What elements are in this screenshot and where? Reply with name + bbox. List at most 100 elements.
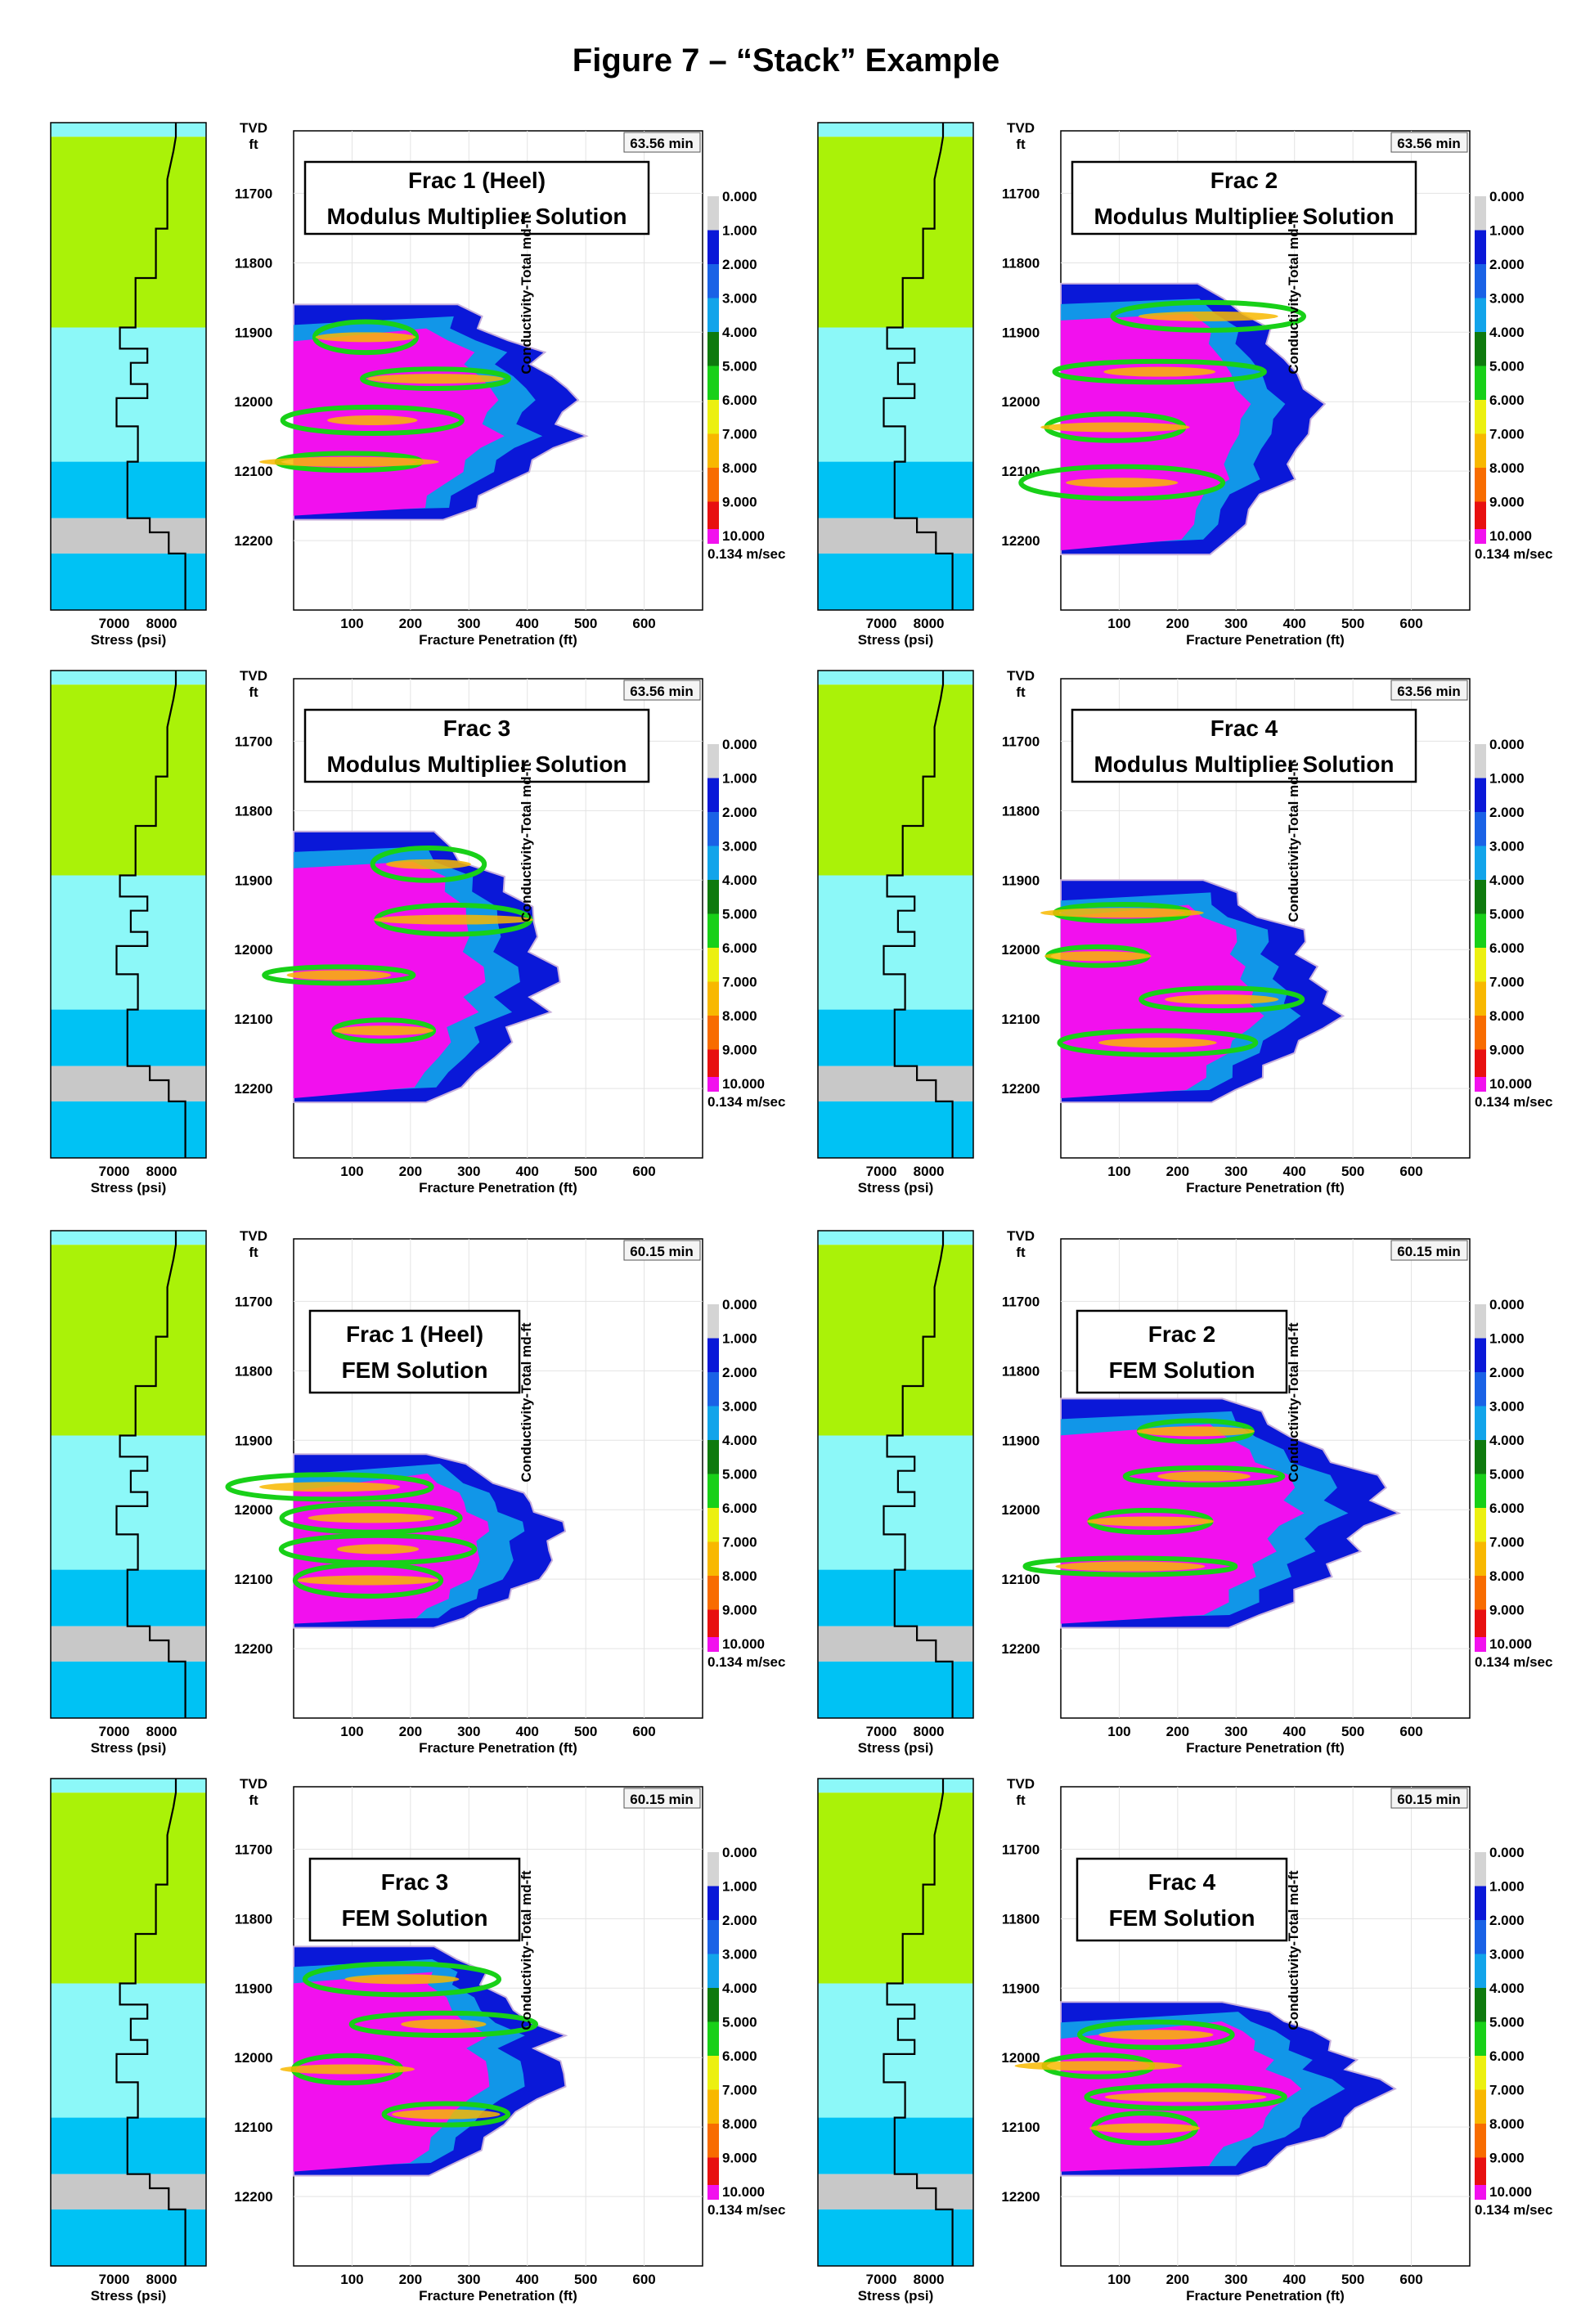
lithology-zone: [818, 123, 973, 137]
legend-value-label: 3.000: [1489, 839, 1525, 855]
legend-swatch: [1475, 1954, 1486, 1988]
legend-value-label: 6.000: [722, 1501, 757, 1516]
legend-swatch: [1475, 1541, 1486, 1576]
lithology-zone: [51, 1983, 206, 2118]
legend-value-label: 10.000: [1489, 528, 1532, 544]
tvd-label: TVD: [1007, 1228, 1035, 1244]
legend-swatch: [1475, 1609, 1486, 1644]
stress-tick-label: 7000: [99, 616, 130, 631]
legend-value-label: 6.000: [722, 2048, 757, 2064]
legend-value-label: 4.000: [722, 1433, 757, 1448]
panel-subtitle: Modulus Multiplier Solution: [1094, 751, 1394, 777]
lithology-zone: [818, 1792, 973, 1984]
legend-swatch: [1475, 1637, 1486, 1652]
x-tick-label: 600: [632, 2272, 655, 2287]
depth-tick-label: 12100: [1001, 1572, 1040, 1587]
depth-tick-label: 12000: [234, 1502, 272, 1518]
stress-tick-label: 7000: [866, 2272, 897, 2287]
x-tick-label: 600: [1399, 1164, 1422, 1179]
depth-tick-label: 12000: [1001, 1502, 1040, 1518]
legend-value-label: 6.000: [1489, 1501, 1525, 1516]
x-axis-label: Fracture Penetration (ft): [419, 2288, 577, 2304]
tvd-label: TVD: [240, 1776, 267, 1792]
depth-tick-label: 11900: [235, 1981, 272, 1996]
x-tick-label: 100: [340, 1164, 363, 1179]
tvd-unit-label: ft: [1016, 684, 1026, 700]
contour-band: [286, 970, 392, 980]
contour-band: [225, 1472, 434, 1502]
stress-profile-line: [883, 671, 954, 1158]
lithology-zone: [51, 1779, 206, 1793]
contour-band: [392, 2109, 501, 2120]
contour-band: [308, 1513, 434, 1523]
legend-swatch: [1475, 1406, 1486, 1440]
x-tick-label: 100: [1107, 1724, 1130, 1739]
legend-value-label: 4.000: [1489, 873, 1525, 888]
x-axis-label: Fracture Penetration (ft): [419, 1180, 577, 1196]
legend-swatch: [1475, 1372, 1486, 1407]
legend-swatch: [707, 981, 719, 1016]
legend-swatch: [1475, 846, 1486, 880]
legend-value-label: 0.000: [1489, 1297, 1525, 1312]
x-tick-label: 200: [1166, 1724, 1189, 1739]
tvd-unit-label: ft: [249, 684, 258, 700]
stress-profile-line: [883, 123, 954, 610]
legend-swatch: [1475, 264, 1486, 298]
time-box: [1390, 680, 1468, 701]
x-tick-label: 600: [632, 1164, 655, 1179]
x-tick-label: 600: [1399, 616, 1422, 631]
lithology-zone: [51, 1066, 206, 1101]
legend-swatch: [1475, 298, 1486, 332]
legend-value-label: 4.000: [722, 325, 757, 340]
legend-unit-label: 0.134 m/sec: [1475, 1654, 1552, 1670]
time-box: [623, 1788, 701, 1809]
lithology-zone: [51, 123, 206, 137]
stress-tick-label: 7000: [866, 1724, 897, 1739]
lithology-zone: [51, 671, 206, 685]
panel-title-box: [303, 160, 650, 236]
x-tick-label: 300: [457, 1724, 480, 1739]
legend-value-label: 8.000: [722, 1008, 757, 1024]
contour-band: [292, 1562, 444, 1599]
legend-swatch: [1475, 1508, 1486, 1542]
legend-value-label: 2.000: [722, 1365, 757, 1380]
legend-value-label: 0.000: [722, 737, 757, 752]
legend-unit-label: 0.134 m/sec: [707, 2202, 785, 2218]
legend-swatch: [1475, 2021, 1486, 2056]
lithology-zone: [51, 1435, 206, 1570]
legend-value-label: 2.000: [1489, 1365, 1525, 1380]
stress-tick-label: 7000: [99, 1724, 130, 1739]
tvd-unit-label: ft: [249, 1245, 258, 1260]
contour-band: [258, 1482, 401, 1492]
depth-tick-label: 11800: [235, 1911, 272, 1927]
contour-band: [1052, 358, 1267, 385]
legend-swatch: [1475, 2089, 1486, 2124]
legend-value-label: 7.000: [1489, 427, 1525, 442]
panel-subtitle: Modulus Multiplier Solution: [1094, 204, 1394, 229]
legend-value-label: 2.000: [722, 805, 757, 820]
stress-track-frame: [50, 670, 207, 1159]
legend-swatch: [1475, 2185, 1486, 2200]
x-tick-label: 600: [632, 616, 655, 631]
lithology-zone: [818, 1066, 973, 1101]
legend-value-label: 3.000: [722, 1947, 757, 1963]
panel-subtitle: FEM Solution: [342, 1905, 488, 1931]
stress-profile-line: [115, 123, 186, 610]
contour-band: [1165, 994, 1279, 1005]
lithology-zone: [818, 553, 973, 610]
legend-swatch: [707, 366, 719, 400]
panel-subtitle: FEM Solution: [342, 1357, 488, 1383]
conductivity-axis-label: Conductivity-Total md-ft: [519, 214, 534, 374]
stress-axis-label: Stress (psi): [91, 632, 167, 648]
x-tick-label: 100: [1107, 1164, 1130, 1179]
contour-band: [279, 1501, 463, 1535]
legend-swatch: [707, 744, 719, 778]
legend-swatch: [707, 332, 719, 366]
legend-swatch: [1475, 2056, 1486, 2090]
tvd-label: TVD: [1007, 668, 1035, 684]
x-tick-label: 300: [457, 616, 480, 631]
tvd-label: TVD: [240, 1228, 267, 1244]
lithology-zone: [818, 2209, 973, 2266]
contour-band: [1103, 366, 1216, 377]
contour-band: [344, 1974, 460, 1985]
